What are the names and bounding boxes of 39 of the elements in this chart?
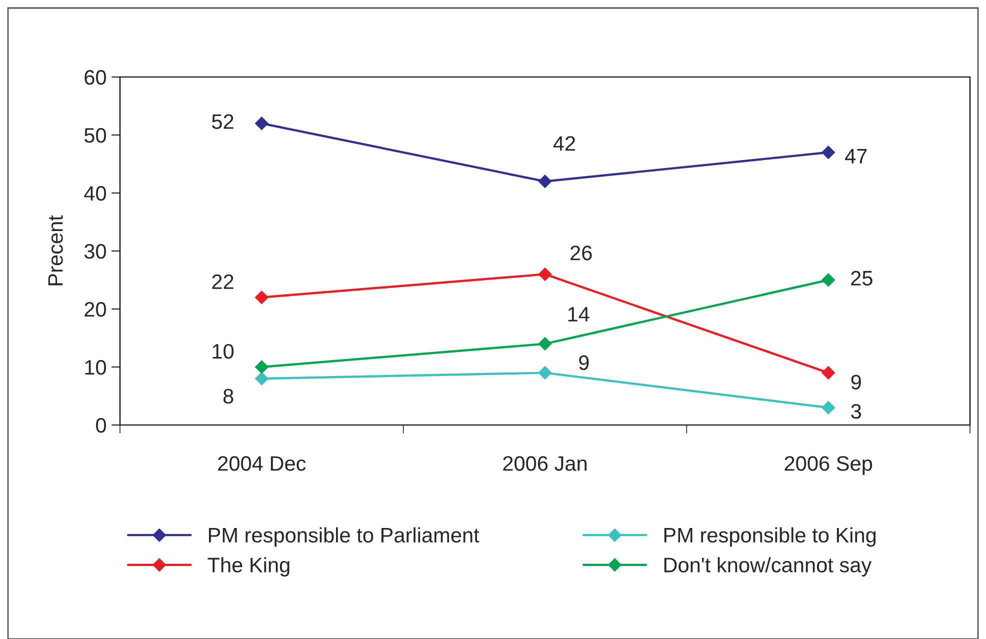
legend-label: Don't know/cannot say [664, 557, 872, 577]
point [255, 360, 268, 374]
y-axis-title: Precent [48, 215, 63, 286]
legend-label: PM responsible to Parliament [208, 527, 480, 547]
point [822, 273, 835, 287]
data-label: 25 [851, 270, 872, 286]
legend-label: The King [208, 557, 290, 577]
data-label: 9 [579, 355, 589, 370]
point [255, 372, 268, 386]
legend-label: PM responsible to King [664, 527, 876, 547]
y-tick-label: 10 [85, 360, 106, 375]
data-label: 14 [568, 307, 590, 322]
data-label: 3 [851, 404, 861, 419]
y-tick-label: 30 [84, 244, 106, 259]
y-tick-label: 20 [84, 302, 106, 317]
y-tick-label: 50 [84, 128, 106, 143]
point [822, 366, 835, 380]
point [538, 337, 552, 350]
point [538, 268, 552, 281]
x-tick-label: 2006 Sep [784, 456, 872, 475]
y-tick-label: 40 [84, 186, 106, 201]
data-label: 52 [212, 114, 234, 129]
data-label: 26 [570, 246, 592, 260]
point [822, 146, 835, 159]
x-tick-label: 2004 Dec [218, 456, 306, 471]
point [538, 174, 552, 188]
data-label: 8 [223, 388, 234, 404]
data-label: 10 [212, 344, 234, 359]
point [255, 116, 268, 130]
y-tick-label: 60 [84, 70, 106, 85]
data-label: 47 [845, 149, 867, 164]
point [538, 366, 552, 380]
point [255, 290, 268, 304]
x-tick-label: 2006 Jan [503, 456, 587, 471]
data-label: 22 [212, 274, 234, 289]
data-label: 9 [851, 374, 861, 390]
y-tick-label: 0 [96, 418, 106, 433]
point [822, 401, 835, 414]
data-label: 42 [553, 136, 575, 151]
